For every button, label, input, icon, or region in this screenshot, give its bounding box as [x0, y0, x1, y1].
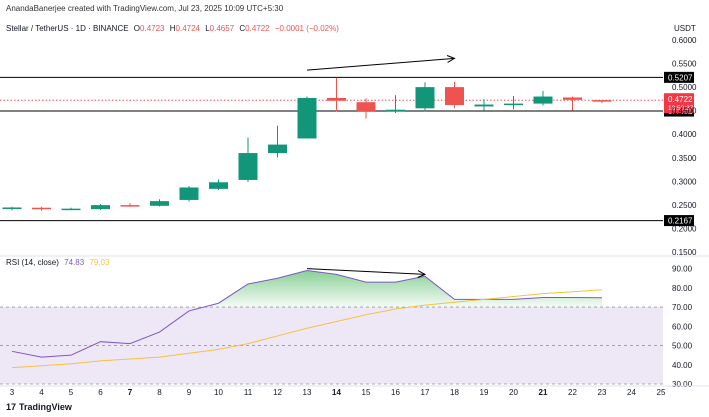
- candle-body: [120, 205, 140, 207]
- rsi-tick-label: 60.00: [672, 322, 693, 331]
- price-tick-label: 0.6000: [672, 36, 697, 45]
- x-tick-label: 19: [480, 388, 489, 397]
- x-tick-label: 21: [539, 388, 548, 397]
- current-price-label: 0.4722: [668, 95, 693, 104]
- low-label: L: [205, 24, 210, 33]
- rsi-tick-label: 30.00: [672, 380, 693, 389]
- rsi-ma-line: [11, 289, 603, 369]
- candle-body: [150, 201, 169, 206]
- x-tick-label: 10: [214, 388, 223, 397]
- price-tick-label: 0.4000: [672, 130, 697, 139]
- level-tag-label: 0.2167: [668, 217, 693, 226]
- candle-body: [474, 104, 494, 107]
- high-label: H: [169, 24, 176, 33]
- price-tick-label: 0.5500: [672, 60, 697, 69]
- open-label: O: [133, 24, 141, 33]
- x-tick-label: 11: [244, 388, 253, 397]
- x-tick-label: 6: [98, 388, 103, 397]
- rsi-trend-arrow: [306, 268, 426, 275]
- level-tag: [664, 215, 694, 227]
- x-tick-label: 4: [39, 388, 44, 397]
- candle-body: [504, 103, 523, 106]
- x-tick-label: 15: [362, 388, 371, 397]
- price-tick-label: 0.4500: [672, 107, 697, 116]
- change-value: −0.0001 (−0.02%): [274, 24, 339, 33]
- high-value: 0.4724: [175, 24, 200, 33]
- candle-body: [238, 153, 258, 180]
- candle-body: [356, 102, 376, 112]
- currency-label: USDT: [674, 24, 696, 33]
- countdown-label: 13:50:37: [668, 105, 694, 112]
- rsi-legend-value: 74.83: [64, 258, 85, 267]
- candle-body: [297, 97, 317, 139]
- x-tick-label: 18: [450, 388, 459, 397]
- x-tick-label: 14: [332, 388, 341, 397]
- rsi-legend-label: RSI (14, close): [6, 258, 59, 267]
- x-tick-label: 25: [657, 388, 666, 397]
- candle-body: [415, 87, 435, 109]
- rsi-tick-label: 70.00: [672, 303, 693, 312]
- chart-credit: AnandaBanerjee created with TradingView.…: [6, 4, 284, 13]
- rsi-line: [11, 270, 603, 358]
- rsi-tick-label: 80.00: [672, 284, 693, 293]
- x-tick-label: 5: [69, 388, 74, 397]
- x-tick-label: 24: [627, 388, 636, 397]
- rsi-pane: [0, 268, 663, 385]
- current-price-tag: [664, 93, 694, 114]
- x-tick-label: 23: [598, 388, 607, 397]
- candle-body: [268, 144, 287, 154]
- candle-body: [91, 205, 110, 210]
- x-tick-label: 16: [391, 388, 400, 397]
- rsi-overbought-fill: [203, 270, 602, 308]
- axis-layer: 0.6000 0.5500 0.5000 0.4500 0.4000 0.3500 0.30…: [0, 36, 709, 397]
- price-tick-label: 0.2500: [672, 201, 697, 210]
- low-value: 0.4657: [209, 24, 235, 33]
- candle-body: [533, 96, 553, 104]
- symbol-legend: Stellar / TetherUS · 1D · BINANCE O0.472…: [6, 24, 339, 33]
- tradingview-mark-icon: 17: [6, 402, 17, 412]
- candle-body: [386, 109, 405, 112]
- x-tick-label: 17: [421, 388, 430, 397]
- price-trend-arrowhead: [446, 55, 456, 63]
- candle-body: [61, 208, 81, 211]
- rsi-legend: RSI (14, close) 74.83 79.03: [6, 258, 109, 267]
- x-tick-label: 7: [128, 388, 133, 397]
- x-tick-label: 8: [157, 388, 162, 397]
- x-tick-label: 3: [10, 388, 15, 397]
- x-tick-label: 9: [187, 388, 192, 397]
- candle-body: [592, 100, 612, 102]
- candle-body: [179, 187, 199, 200]
- candle-body: [327, 97, 346, 101]
- candle-body: [563, 97, 582, 100]
- x-tick-label: 12: [273, 388, 282, 397]
- level-tag-label: 0.5207: [668, 73, 693, 82]
- rsi-trend-arrowhead: [417, 270, 427, 278]
- x-tick-label: 22: [568, 388, 577, 397]
- rsi-tick-label: 40.00: [672, 361, 693, 370]
- symbol-title: Stellar / TetherUS · 1D · BINANCE: [6, 24, 129, 33]
- tradingview-logo[interactable]: 17 TradingView: [6, 402, 72, 412]
- candle-body: [32, 207, 51, 210]
- level-tag: [664, 71, 694, 83]
- x-tick-label: 13: [303, 388, 312, 397]
- price-tick-label: 0.3000: [672, 177, 697, 186]
- close-value: 0.4722: [245, 24, 270, 33]
- candle-body: [445, 87, 464, 106]
- rsi-tick-label: 90.00: [672, 265, 693, 274]
- price-tick-label: 0.5000: [672, 83, 697, 92]
- candle-body: [2, 207, 22, 209]
- candle-body: [209, 182, 228, 189]
- x-tick-label: 20: [509, 388, 518, 397]
- tradingview-logo-text: TradingView: [19, 402, 72, 412]
- price-tick-label: 0.3500: [672, 154, 697, 163]
- close-label: C: [239, 24, 246, 33]
- price-tick-label: 0.2000: [672, 224, 697, 233]
- price-tick-label: 0.1500: [672, 248, 697, 257]
- price-trend-arrow: [306, 57, 455, 71]
- rsi-tick-label: 50.00: [672, 342, 693, 351]
- rsi-ma-legend-value: 79.03: [89, 258, 110, 267]
- open-value: 0.4723: [140, 24, 165, 33]
